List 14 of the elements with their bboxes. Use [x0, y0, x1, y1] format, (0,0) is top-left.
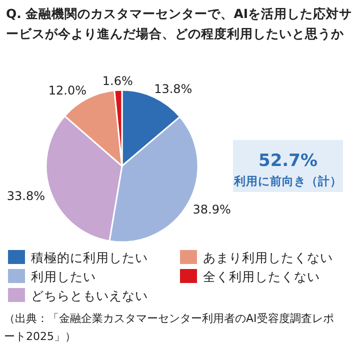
data-label: 12.0% [48, 84, 87, 98]
data-label: 33.8% [6, 188, 46, 203]
data-label: 1.6% [102, 74, 133, 88]
legend-label: 全く利用したくない [203, 269, 320, 284]
legend-label: どちらともいえない [31, 288, 148, 303]
text: （出典：「金融企業カスタマーセンター利用者のAI受容度調査レポート2025」） [4, 311, 335, 345]
data-label: 38.9% [192, 202, 231, 216]
legend-label: あまり利用したくない [203, 250, 333, 265]
data-label: 13.8% [154, 82, 192, 96]
text: 利用に前向き（計） [233, 174, 342, 188]
chart-title: Q. 金融機関のカスタマーセンターで、AIを活用した応対サービスが今より進んだ場合、どの程度利用したいと思うか [6, 5, 354, 43]
legend-label: 積極的に利用したい [31, 250, 148, 265]
legend-label: 利用したい [31, 269, 96, 284]
text: 52.7% [258, 151, 318, 171]
